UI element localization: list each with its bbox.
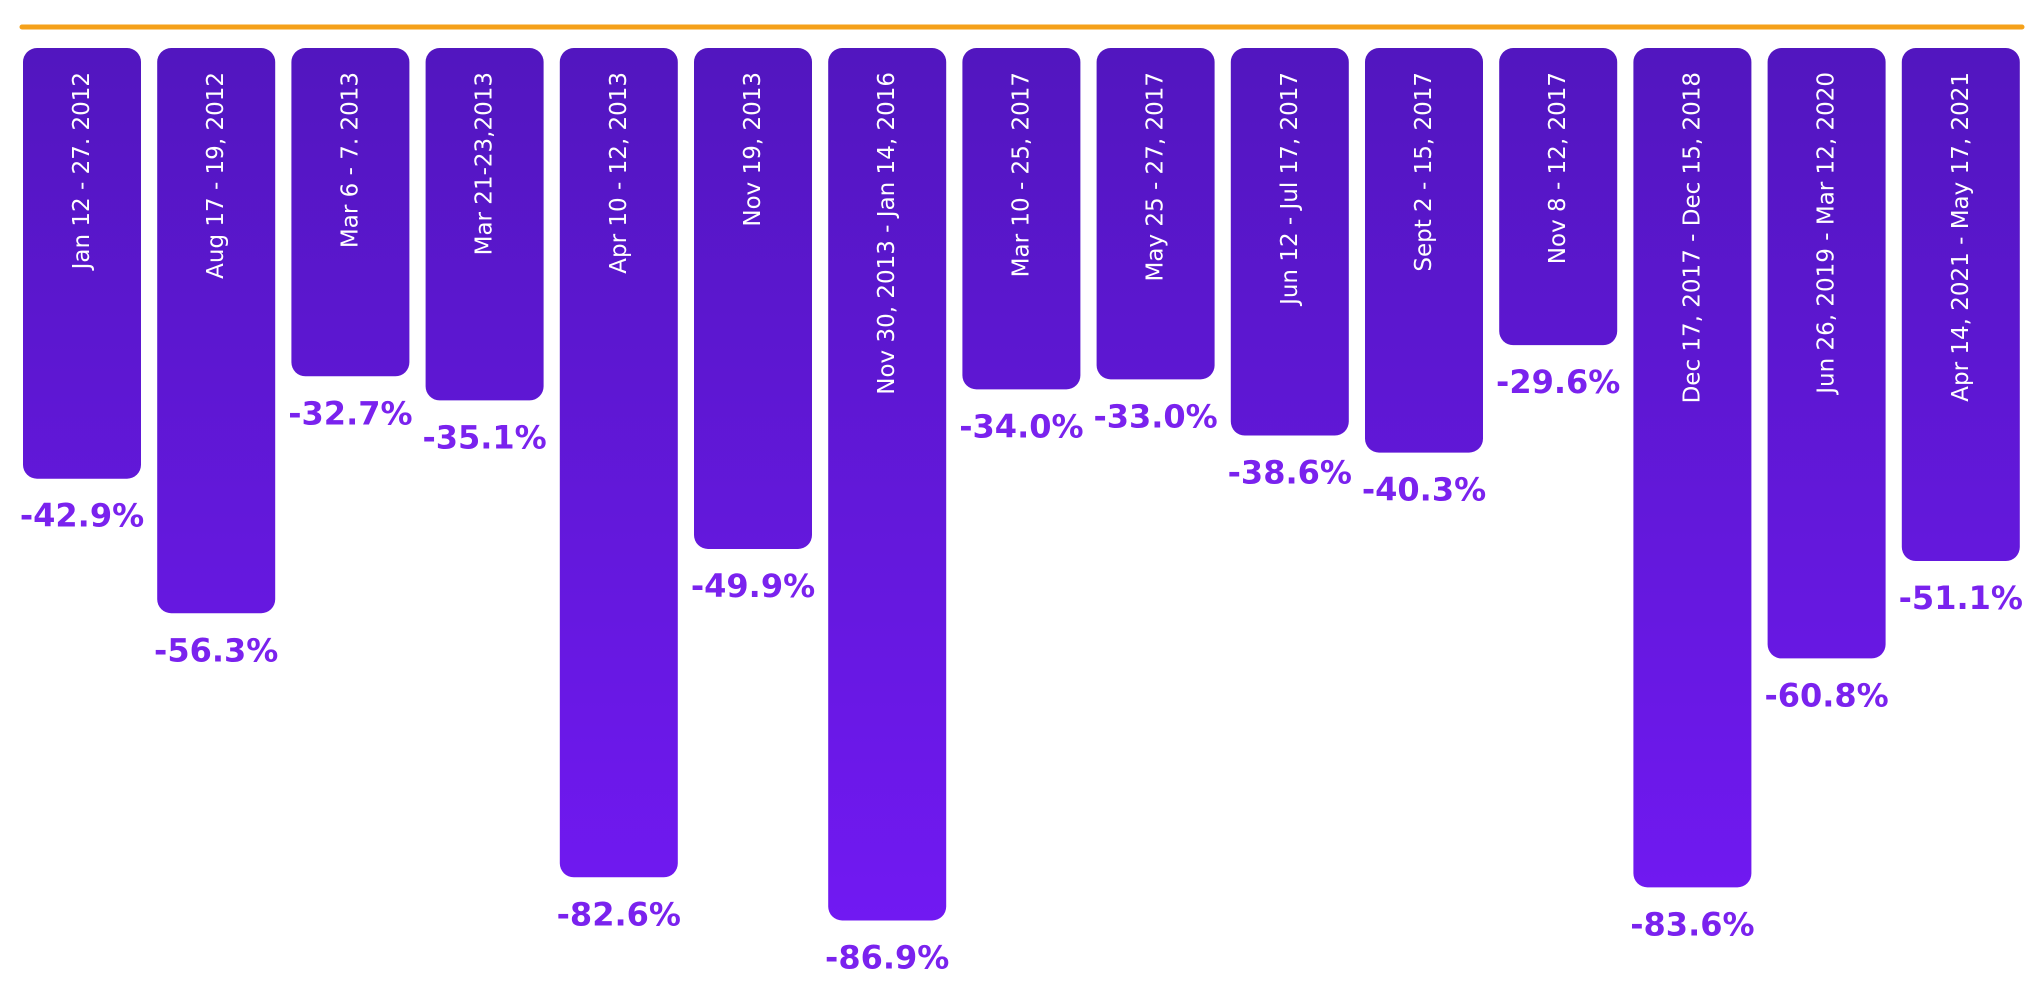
- bar-8-category-label: Mar 10 - 25, 2017: [1008, 72, 1034, 277]
- bar-11-category-label: Sept 2 - 15, 2017: [1411, 72, 1437, 272]
- bar-8-value-label: -34.0%: [959, 407, 1083, 445]
- bar-7: [828, 48, 947, 921]
- bar-13-value-label: -83.6%: [1630, 905, 1754, 943]
- bar-12-category-label: Nov 8 - 12, 2017: [1545, 72, 1571, 264]
- bar-10-category-label: Jun 12 - Jul 17, 2017: [1277, 72, 1303, 307]
- bar-10-value-label: -38.6%: [1228, 454, 1352, 492]
- bar-14-value-label: -60.8%: [1764, 676, 1888, 714]
- bar-4-category-label: Mar 21-23,2013: [472, 72, 498, 255]
- bar-15-value-label: -51.1%: [1899, 579, 2023, 617]
- bar-3-category-label: Mar 6 - 7. 2013: [337, 72, 363, 248]
- bar-6-value-label: -49.9%: [691, 567, 815, 605]
- bar-9-category-label: May 25 - 27, 2017: [1143, 72, 1169, 281]
- bar-2-value-label: -56.3%: [154, 631, 278, 669]
- bar-3: [291, 48, 410, 377]
- bar-2-category-label: Aug 17 - 19, 2012: [203, 72, 229, 279]
- bar-1: [23, 48, 141, 479]
- bar-9-value-label: -33.0%: [1093, 397, 1217, 435]
- bar-7-value-label: -86.9%: [825, 938, 949, 976]
- bar-5-category-label: Apr 10 - 12, 2013: [606, 72, 632, 274]
- bar-10: [1230, 48, 1349, 436]
- bar-6-category-label: Nov 19, 2013: [740, 72, 766, 227]
- bar-5-value-label: -82.6%: [557, 895, 681, 933]
- bar-4: [425, 48, 544, 401]
- bar-12-value-label: -29.6%: [1496, 363, 1620, 401]
- bar-1-category-label: Jan 12 - 27. 2012: [69, 72, 95, 271]
- bar-14: [1767, 48, 1886, 659]
- bar-11-value-label: -40.3%: [1362, 471, 1486, 509]
- bar-5: [559, 48, 678, 878]
- bar-6: [694, 48, 812, 549]
- bar-11: [1365, 48, 1483, 453]
- bar-12: [1499, 48, 1618, 346]
- bar-13: [1633, 48, 1752, 888]
- bar-4-value-label: -35.1%: [422, 418, 546, 456]
- bar-15: [1901, 48, 2020, 562]
- bar-3-value-label: -32.7%: [288, 394, 412, 432]
- bar-9: [1096, 48, 1215, 380]
- bar-14-category-label: Jun 26, 2019 - Mar 12, 2020: [1814, 72, 1840, 396]
- bar-8: [962, 48, 1081, 390]
- bar-7-category-label: Nov 30, 2013 - Jan 14, 2016: [874, 72, 900, 395]
- bar-1-value-label: -42.9%: [20, 497, 144, 535]
- bar-13-category-label: Dec 17, 2017 - Dec 15, 2018: [1679, 72, 1705, 403]
- bars-group: Jan 12 - 27. 2012 -42.9% Aug 17 - 19, 2012…: [20, 48, 2023, 976]
- bar-2: [157, 48, 276, 614]
- bar-15-category-label: Apr 14, 2021 - May 17, 2021: [1948, 72, 1974, 402]
